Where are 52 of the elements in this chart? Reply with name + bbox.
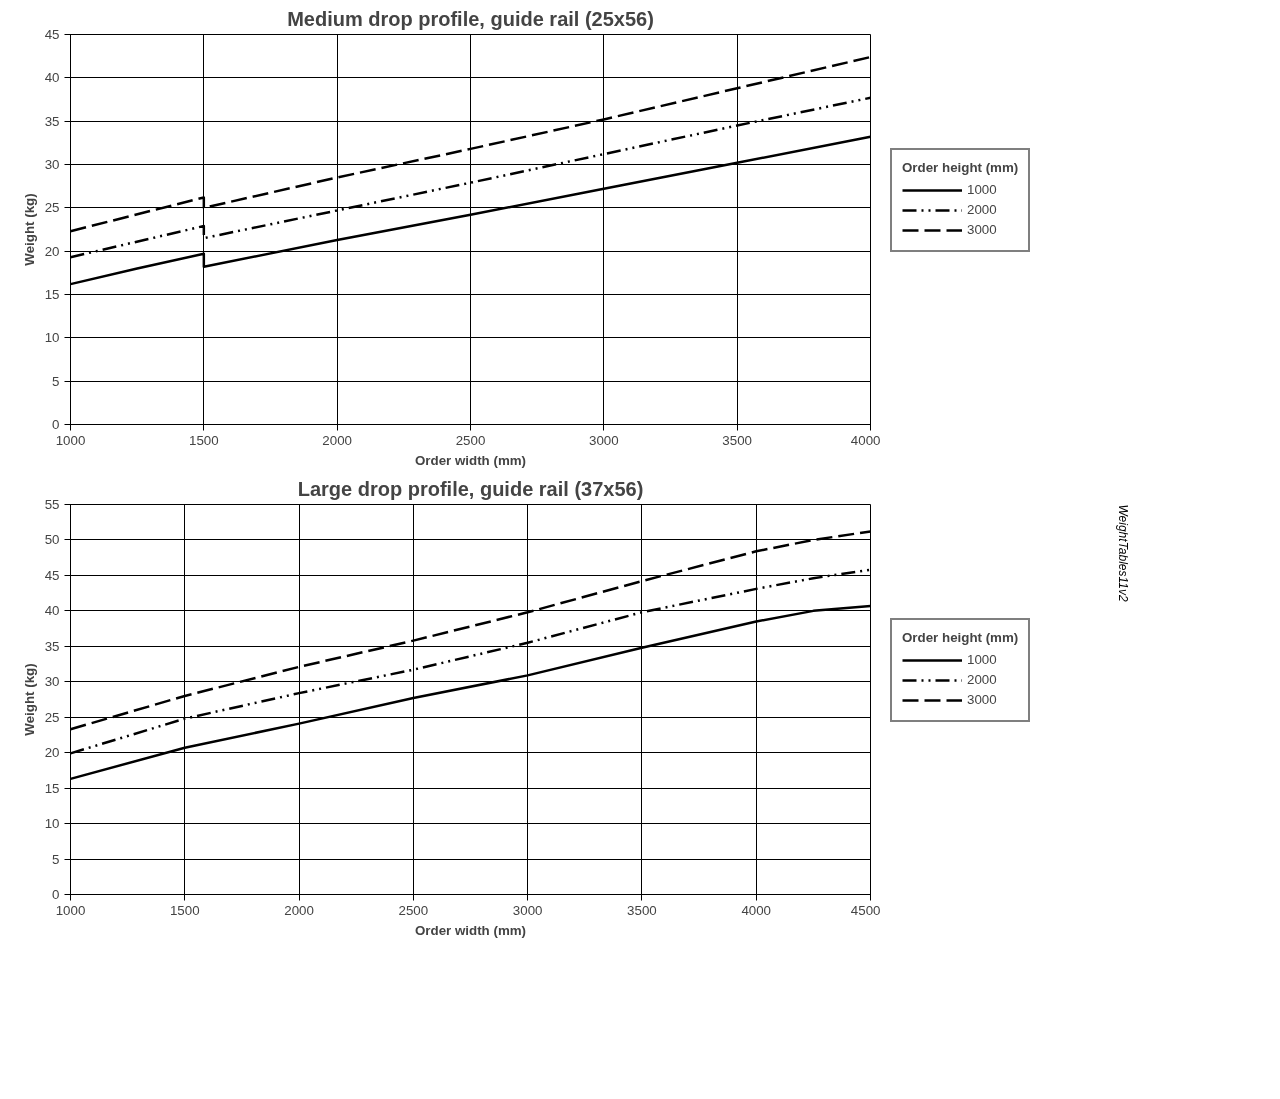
x-tick-label: 3000 (512, 902, 543, 918)
x-tick-label: 1000 (55, 432, 86, 448)
y-tick-label: 55 (44, 497, 60, 512)
x-tick-label: 2000 (284, 902, 314, 918)
y-tick-label: 5 (52, 851, 60, 867)
x-tick-label: 3500 (722, 432, 752, 448)
legend-label: 1000 (967, 182, 997, 198)
y-tick-label: 45 (44, 567, 60, 583)
y-tick-label: 40 (44, 603, 60, 619)
y-tick-label: 50 (44, 532, 60, 548)
y-tick-label: 10 (44, 816, 60, 832)
x-tick-label: 2000 (322, 432, 352, 448)
chart-title: Large drop profile, guide rail (37x56) (297, 477, 644, 500)
y-tick-label: 40 (44, 70, 60, 86)
y-tick-label: 5 (52, 373, 60, 389)
x-tick-label: 1500 (169, 902, 200, 918)
y-tick-label: 25 (44, 200, 60, 216)
x-tick-label: 1000 (55, 902, 86, 918)
legend-label: 1000 (967, 652, 997, 668)
x-tick-label: 4000 (741, 902, 772, 918)
x-tick-label: 3500 (627, 902, 657, 918)
x-tick-label: 4500 (850, 902, 881, 918)
y-tick-label: 30 (44, 157, 60, 172)
y-tick-label: 20 (44, 745, 60, 761)
x-tick-label: 4000 (850, 432, 881, 448)
legend-title: Order height (mm) (902, 629, 1019, 645)
y-tick-label: 0 (52, 887, 60, 902)
x-axis-title: Order width (mm) (414, 452, 527, 468)
y-tick-label: 25 (44, 709, 60, 725)
y-tick-label: 15 (44, 287, 60, 302)
chart-title: Medium drop profile, guide rail (25x56) (287, 7, 654, 30)
x-tick-label: 2500 (455, 432, 486, 448)
y-axis-title: Weight (kg) (21, 663, 37, 736)
y-tick-label: 35 (44, 113, 60, 129)
legend-label: 3000 (967, 222, 997, 238)
y-tick-label: 35 (44, 638, 60, 654)
y-tick-label: 10 (44, 330, 60, 346)
legend-label: 2000 (967, 202, 997, 218)
legend-label: 2000 (967, 672, 997, 688)
legend-title: Order height (mm) (902, 159, 1019, 175)
y-tick-label: 15 (44, 780, 60, 796)
y-tick-label: 20 (44, 243, 60, 259)
text: WeightTables11v2 (1115, 504, 1130, 602)
x-tick-label: 2500 (398, 902, 429, 918)
y-tick-label: 0 (52, 417, 60, 432)
x-axis-title: Order width (mm) (414, 922, 527, 938)
y-tick-label: 30 (44, 674, 60, 690)
x-tick-label: 3000 (589, 432, 619, 448)
y-axis-title: Weight (kg) (21, 193, 37, 266)
legend-label: 3000 (967, 692, 997, 708)
y-tick-label: 45 (44, 27, 60, 42)
x-tick-label: 1500 (189, 432, 219, 448)
